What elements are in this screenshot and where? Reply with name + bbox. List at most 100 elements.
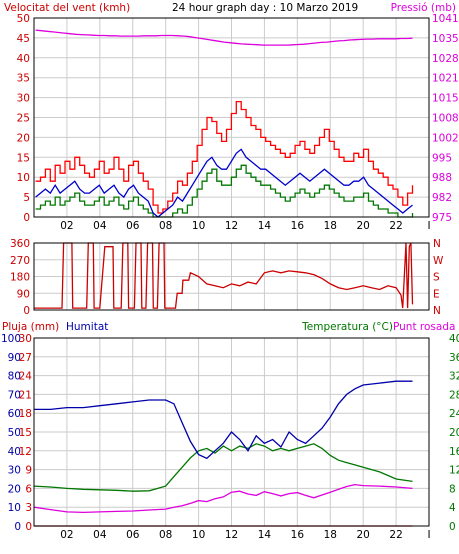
dewpoint-axis-title: Punt rosada [393,321,455,333]
panel-frame [33,337,430,527]
x-tick-label: 20 [356,529,369,541]
y-tick-label: 12 [449,465,459,477]
graph-title: 24 hour graph day : 10 Marzo 2019 [172,2,358,14]
y-tick-label: 10 [8,502,21,514]
y-tick-label: 21 [19,389,32,401]
y-tick-label: 16 [449,446,459,458]
y-tick-label: 80 [8,371,21,383]
y-tick-label: 9 [25,465,32,477]
y-tick-label: 1021 [432,73,459,85]
y-tick-label: 982 [432,192,452,204]
y-tick-label: 3 [25,502,32,514]
dewpoint-line [33,483,413,514]
y-tick-label: 1002 [432,132,459,144]
y-tick-label: 40 [449,333,459,345]
x-tick-label: I [427,529,430,541]
x-tick-label: 22 [389,220,402,232]
y-tick-label: 4 [449,502,456,514]
x-tick-label: 18 [324,529,337,541]
x-tick-label: 10 [192,220,205,232]
y-tick-label: 20 [449,427,459,439]
y-tick-label: 8 [449,483,456,495]
y-tick-label: 15 [19,427,32,439]
wind-axis-title: Velocitat del vent (kmh) [4,2,130,14]
y-tick-label: 24 [449,408,459,420]
y-tick-label: 1008 [432,113,459,125]
y-tick-label: 50 [8,427,21,439]
y-tick-label: 975 [432,212,452,224]
x-tick-label: 20 [356,220,369,232]
y-tick-label: 40 [17,53,30,65]
temperature-line [33,443,413,492]
y-tick-label: 30 [19,333,32,345]
y-tick-label: 1041 [432,13,459,25]
y-tick-label: 32 [449,371,459,383]
y-tick-label: E [433,288,440,300]
pressure-line [35,29,413,46]
y-tick-label: 36 [449,352,459,364]
x-tick-label: 12 [225,529,238,541]
y-tick-label: 0 [23,212,30,224]
y-tick-label: 35 [17,73,30,85]
x-tick-label: 16 [291,529,305,541]
x-tick-label: 02 [60,529,73,541]
wind-direction-line [34,242,414,309]
y-tick-label: 1028 [432,53,459,65]
x-tick-label: 12 [225,220,238,232]
gust-line [35,100,414,214]
y-tick-label: 20 [8,483,21,495]
x-tick-label: 02 [60,220,73,232]
y-tick-label: S [433,272,440,284]
y-tick-label: 995 [432,152,452,164]
y-tick-label: 1035 [432,33,459,45]
temperature-axis-title: Temperatura (°C) [301,321,393,333]
y-tick-label: 12 [19,446,32,458]
y-tick-label: 45 [17,33,30,45]
x-tick-label: 06 [126,220,140,232]
y-tick-label: 40 [8,446,21,458]
x-tick-label: 18 [324,220,337,232]
x-tick-label: 06 [126,529,140,541]
y-tick-label: 27 [19,352,32,364]
y-tick-label: 90 [17,288,30,300]
y-tick-label: 360 [10,238,30,250]
x-tick-label: 04 [93,220,107,232]
y-tick-label: 24 [19,371,33,383]
pressure-axis-title: Pressió (mb) [391,2,456,14]
x-tick-label: 14 [258,529,272,541]
y-tick-label: N [433,305,441,317]
y-tick-label: 180 [10,272,30,284]
wind-speed-line [35,148,413,218]
rain-axis-title: Pluja (mm) [2,321,59,333]
y-tick-label: 0 [23,305,30,317]
x-tick-label: I [427,220,430,232]
humidity-line [34,380,413,460]
humidity-axis-title: Humitat [66,321,108,333]
x-tick-label: 08 [159,529,172,541]
panel-frame [33,17,430,218]
y-tick-label: 100 [1,333,21,345]
x-tick-label: 04 [93,529,107,541]
y-tick-label: 10 [17,172,30,184]
x-tick-label: 08 [159,220,172,232]
y-tick-label: 6 [25,483,32,495]
y-tick-label: 28 [449,389,459,401]
x-tick-label: 22 [389,529,402,541]
y-tick-label: 50 [17,13,30,25]
x-tick-label: 14 [258,220,272,232]
y-tick-label: 15 [17,152,30,164]
x-tick-label: 16 [291,220,305,232]
wind-min-line [35,164,414,218]
y-tick-label: 0 [449,521,456,533]
y-tick-label: N [433,238,441,250]
y-tick-label: 1015 [432,93,459,105]
y-tick-label: 270 [10,255,30,267]
y-tick-label: 70 [8,389,21,401]
y-tick-label: 0 [25,521,32,533]
y-tick-label: 25 [17,113,30,125]
y-tick-label: 60 [8,408,21,420]
panel-frame [33,242,430,311]
y-tick-label: 90 [8,352,21,364]
